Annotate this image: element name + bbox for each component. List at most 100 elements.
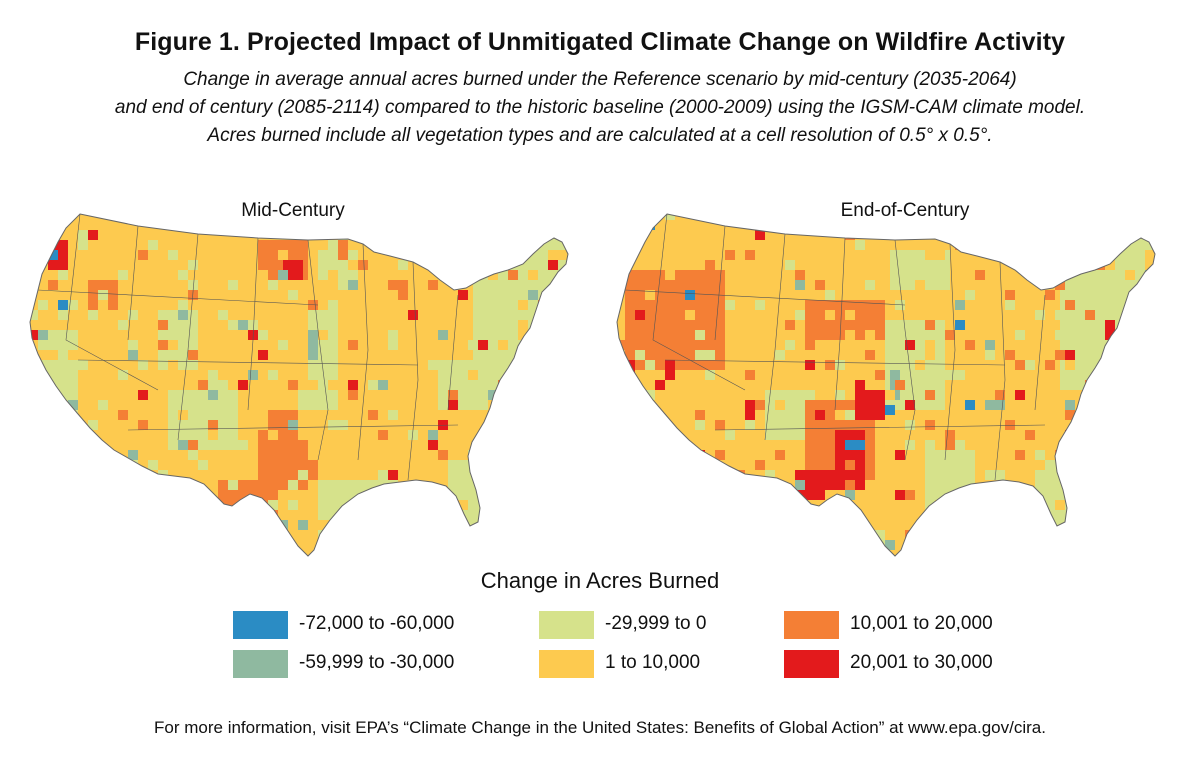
map-cell [148, 240, 158, 250]
map-cell [845, 330, 855, 340]
map-cell [745, 420, 755, 430]
map-cell [815, 230, 825, 240]
map-cell [488, 430, 498, 440]
map-cell [108, 240, 118, 250]
map-cell [178, 490, 188, 500]
map-cell [775, 410, 785, 420]
map-cell [605, 460, 615, 470]
map-cell [138, 360, 148, 370]
map-cell [665, 214, 675, 220]
map-cell [825, 330, 835, 340]
map-cell [905, 220, 915, 230]
map-cell [1145, 270, 1155, 280]
map-cell [158, 550, 168, 556]
footer-note: For more information, visit EPA’s “Clima… [154, 718, 1046, 737]
map-cell [845, 440, 855, 450]
map-cell [925, 440, 935, 450]
map-cell [625, 500, 635, 510]
map-cell [30, 500, 38, 510]
map-cell [635, 310, 645, 320]
map-cell [645, 360, 655, 370]
map-cell [855, 520, 865, 530]
map-cell [1065, 300, 1075, 310]
map-cell [558, 500, 568, 510]
map-cell [178, 220, 188, 230]
map-cell [1125, 510, 1135, 520]
map-cell [755, 480, 765, 490]
map-cell [398, 230, 408, 240]
map-cell [118, 320, 128, 330]
map-cell [1025, 410, 1035, 420]
map-cell [675, 540, 685, 550]
map-cell [655, 380, 665, 390]
map-cell [228, 540, 238, 550]
map-cell [1105, 320, 1115, 330]
map-cell [238, 270, 248, 280]
map-cell [665, 370, 675, 380]
map-cell [68, 400, 78, 410]
map-cell [258, 520, 268, 530]
map-cell [358, 230, 368, 240]
map-cell [448, 300, 458, 310]
map-cell [725, 470, 735, 480]
map-cell [238, 330, 248, 340]
map-cell [1065, 350, 1075, 360]
map-cell [88, 290, 98, 300]
map-cell [1155, 520, 1165, 530]
map-cell [58, 230, 68, 240]
end-of-century-label: End-of-Century [840, 200, 970, 221]
legend-label-4: 1 to 10,000 [605, 652, 701, 673]
map-cell [58, 470, 68, 480]
map-cell [98, 520, 108, 530]
map-cell [905, 490, 915, 500]
map-cell [408, 350, 418, 360]
map-cell [705, 500, 715, 510]
map-cell [508, 240, 518, 250]
end-kansas-max-neg [885, 405, 895, 415]
map-cell [308, 460, 318, 470]
map-cell [458, 290, 468, 300]
map-cell [865, 350, 875, 360]
map-cell [558, 400, 568, 410]
map-cell [935, 540, 945, 550]
map-cell [18, 500, 28, 510]
map-cell [30, 250, 38, 260]
map-cell [78, 360, 88, 370]
map-cell [178, 320, 188, 330]
map-cell [518, 220, 528, 230]
map-cell [965, 250, 975, 260]
map-cell [188, 390, 198, 400]
map-cell [558, 310, 568, 320]
map-cell [835, 510, 845, 520]
map-cell [238, 410, 248, 420]
map-cell [238, 320, 248, 330]
map-cell [685, 480, 695, 490]
map-cell [388, 340, 398, 350]
figure-subtitle: Change in average annual acres burned un… [0, 66, 1200, 150]
map-cell [805, 360, 815, 370]
map-cell [995, 470, 1005, 480]
map-cell [558, 214, 568, 220]
map-cell [388, 490, 398, 500]
map-cell [735, 520, 745, 530]
map-cell [725, 250, 735, 260]
map-cell [765, 480, 775, 490]
map-cell [108, 390, 118, 400]
end-state-borders [624, 213, 1046, 481]
map-cell [138, 250, 148, 260]
map-cell [855, 260, 865, 270]
map-cell [1085, 250, 1095, 260]
map-cell [18, 330, 28, 340]
map-cell [1055, 350, 1065, 360]
map-cell [398, 280, 408, 290]
map-cell [1085, 400, 1095, 410]
map-cell [78, 540, 88, 550]
map-cell [1115, 550, 1125, 556]
map-cell [965, 550, 975, 556]
map-cell [518, 390, 528, 400]
map-cell [418, 510, 428, 520]
map-cell [378, 260, 388, 270]
map-cell [248, 530, 258, 540]
map-cell [308, 380, 318, 390]
map-cell [468, 540, 478, 550]
